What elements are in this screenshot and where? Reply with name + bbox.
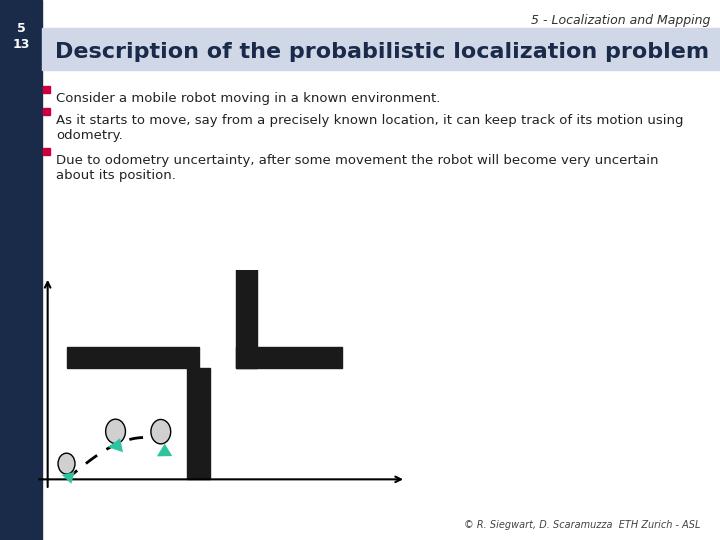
Bar <box>43 148 50 155</box>
Ellipse shape <box>106 419 125 443</box>
Ellipse shape <box>151 420 171 444</box>
Text: Consider a mobile robot moving in a known environment.: Consider a mobile robot moving in a know… <box>56 92 441 105</box>
Ellipse shape <box>58 453 75 474</box>
Polygon shape <box>62 472 74 484</box>
Text: © R. Siegwart, D. Scaramuzza  ETH Zurich - ASL: © R. Siegwart, D. Scaramuzza ETH Zurich … <box>464 520 700 530</box>
Bar <box>43 86 50 93</box>
Text: 5: 5 <box>17 22 25 35</box>
Polygon shape <box>108 438 123 452</box>
Bar <box>66 347 199 368</box>
Text: As it starts to move, say from a precisely known location, it can keep track of : As it starts to move, say from a precise… <box>56 114 683 142</box>
Bar <box>0 0 42 540</box>
Text: 13: 13 <box>12 38 30 51</box>
Bar <box>42 28 720 70</box>
Bar <box>236 263 257 368</box>
Text: Due to odometry uncertainty, after some movement the robot will become very unce: Due to odometry uncertainty, after some … <box>56 154 659 182</box>
Text: Description of the probabilistic localization problem: Description of the probabilistic localiz… <box>55 42 709 62</box>
Bar <box>236 347 342 368</box>
Polygon shape <box>157 444 172 456</box>
Text: 5 - Localization and Mapping: 5 - Localization and Mapping <box>531 14 710 27</box>
Bar <box>187 368 210 480</box>
Bar <box>43 108 50 115</box>
